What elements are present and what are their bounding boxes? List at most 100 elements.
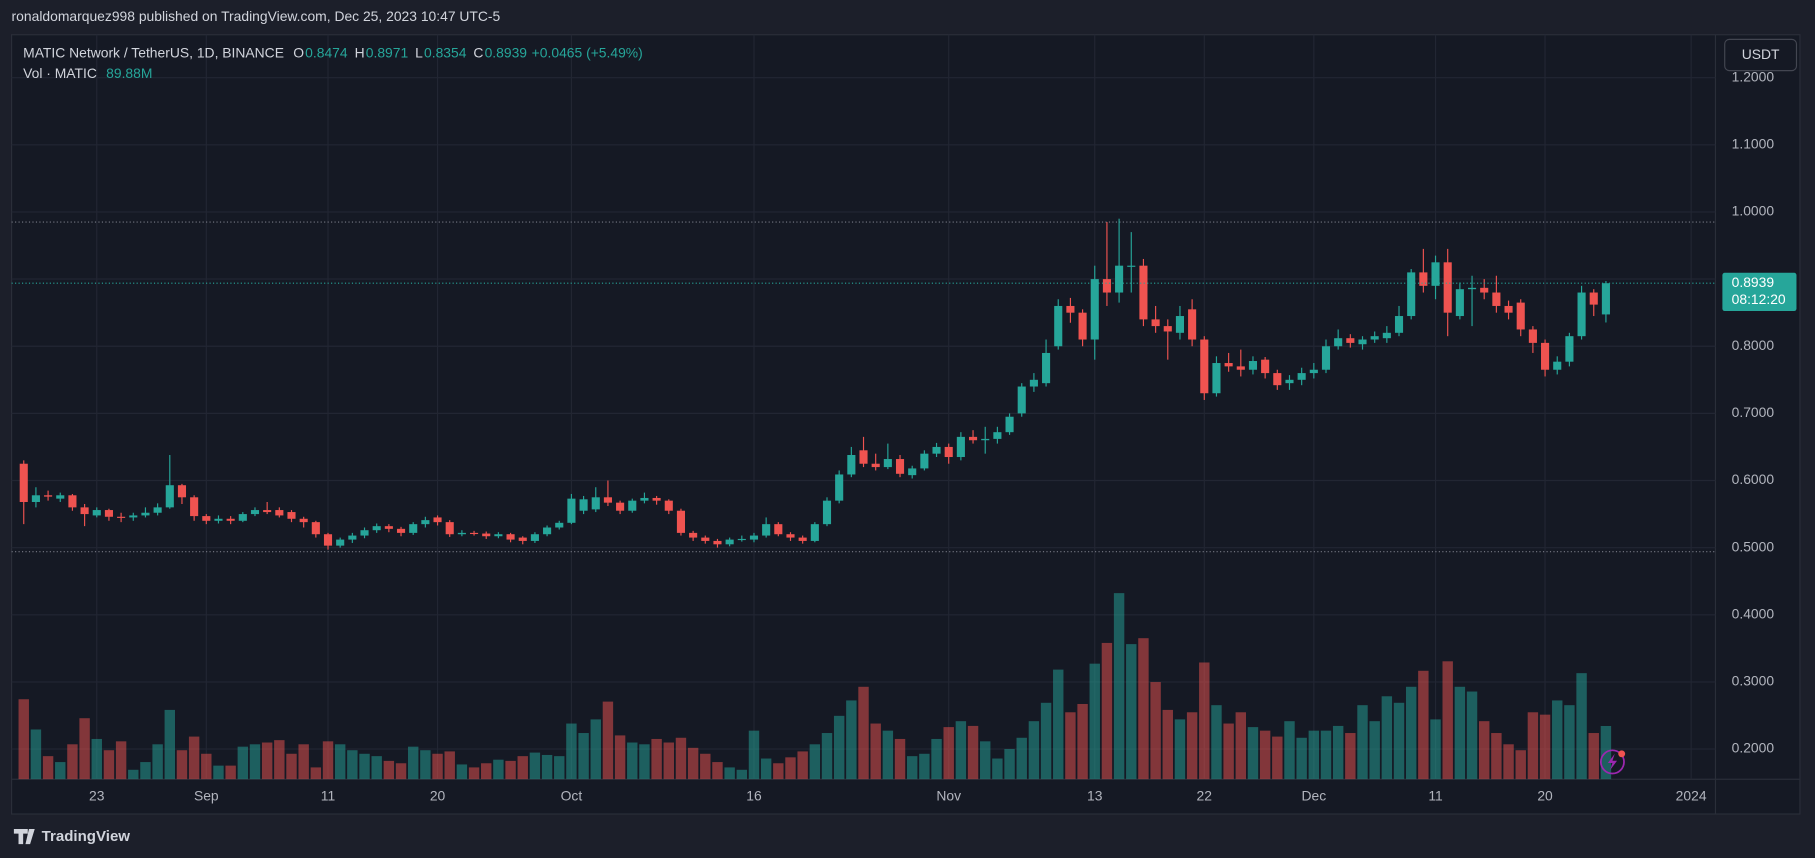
volume-bar (347, 750, 358, 780)
volume-bar (18, 699, 29, 780)
volume-bar (833, 715, 845, 780)
volume-bar (955, 721, 967, 780)
volume-bar (1101, 642, 1113, 780)
candle-body (372, 526, 381, 531)
volume-bar (1381, 696, 1393, 780)
candle-body (603, 497, 612, 503)
volume-bar (1515, 750, 1526, 780)
volume-bar (383, 760, 395, 780)
candle-body (299, 518, 308, 523)
axes: 0.2000 0.3000 0.4000 0.5000 0.6000 0.7000 0.80… (89, 68, 1797, 803)
volume-bar (468, 767, 480, 780)
volume-bar (420, 750, 431, 780)
volume-bar (30, 729, 42, 780)
volume-bar (225, 765, 236, 780)
legend-volume-value: 89.88M (106, 65, 152, 81)
legend-ohlc-key: L (415, 44, 423, 60)
alert-bolt (1607, 753, 1618, 770)
volume-bar (1162, 709, 1173, 780)
volume-bar (237, 746, 249, 780)
volume-bar (1235, 712, 1247, 780)
candle-body (640, 497, 649, 501)
candle-body (470, 532, 479, 535)
candle-body (749, 535, 759, 540)
y-tick-label: 0.7000 (1732, 404, 1775, 420)
candle-body (336, 539, 345, 546)
currency-button[interactable] (1724, 38, 1798, 72)
x-tick-label: 23 (89, 787, 105, 803)
last-price-label: 0.8939 (1732, 274, 1775, 290)
x-tick-label: 11 (321, 787, 336, 803)
candle-body (1309, 369, 1318, 374)
volume-bar (55, 762, 66, 780)
candle-body (1115, 265, 1124, 293)
x-tick-label: 11 (1428, 787, 1443, 803)
candle-body (506, 534, 515, 540)
x-tick-label: Sep (194, 787, 219, 803)
candle-body (1370, 336, 1379, 340)
volume-bar (578, 733, 589, 780)
candle-body (445, 522, 454, 535)
volume-bar (1491, 733, 1502, 780)
candle-body (141, 512, 150, 516)
volume-bar (1186, 712, 1198, 780)
candle-body (190, 497, 199, 517)
candle-body (226, 518, 235, 521)
candle-body (1334, 338, 1343, 347)
volume-bar (992, 758, 1003, 780)
volume-bar (298, 744, 309, 780)
candle-body (31, 495, 40, 502)
attribution: ronaldomarquez998 published on TradingVi… (12, 8, 501, 24)
y-tick-label: 0.4000 (1732, 605, 1775, 621)
volume-bar (846, 700, 857, 780)
volume-bar (152, 744, 163, 780)
volume-bar (274, 740, 285, 780)
volume-bar (432, 753, 443, 780)
x-tick-label: 20 (430, 787, 446, 803)
candle-body (214, 518, 223, 521)
candle-body (250, 510, 260, 515)
volume-bar (91, 738, 102, 780)
volume-bar (931, 738, 942, 780)
candle-body (774, 524, 783, 535)
candle-body (591, 497, 600, 510)
plot-area (11, 218, 1716, 780)
volume-bar (1588, 733, 1599, 780)
legend-ohlc-key: C (473, 44, 483, 60)
volume-bar (1539, 714, 1551, 780)
candle-body (165, 485, 174, 508)
volume-bar (870, 723, 881, 780)
volume-bar (1296, 737, 1307, 780)
volume-bar (456, 764, 468, 780)
volume-bar (481, 763, 492, 780)
candle-body (871, 463, 880, 468)
volume-bar (128, 769, 139, 780)
candle-body (579, 499, 588, 511)
candle-body (628, 500, 637, 511)
volume-bar (1150, 682, 1161, 780)
candle-body (1042, 352, 1051, 384)
volume-bar (797, 751, 808, 780)
candle-body (80, 507, 89, 515)
candle-body (1017, 386, 1026, 414)
volume-bar (201, 753, 212, 780)
volume-bar (882, 730, 894, 780)
candle-body (725, 539, 734, 545)
x-tick-label: 20 (1537, 787, 1553, 803)
currency-label[interactable]: USDT (1742, 46, 1780, 62)
volume-bar (712, 762, 723, 780)
volume-bar (748, 730, 760, 780)
volume-bar (554, 756, 565, 780)
alert-icon[interactable] (1599, 749, 1625, 775)
candle-body (457, 532, 466, 535)
candle-body (1090, 279, 1099, 340)
candle-body (1467, 287, 1477, 290)
volume-bar (1174, 719, 1186, 780)
volume-bar (1576, 673, 1587, 780)
volume-bar (700, 753, 711, 780)
candle-body (786, 534, 795, 538)
chart-pane (10, 34, 1801, 815)
volume-bar (188, 736, 200, 780)
volume-bar (675, 737, 687, 780)
